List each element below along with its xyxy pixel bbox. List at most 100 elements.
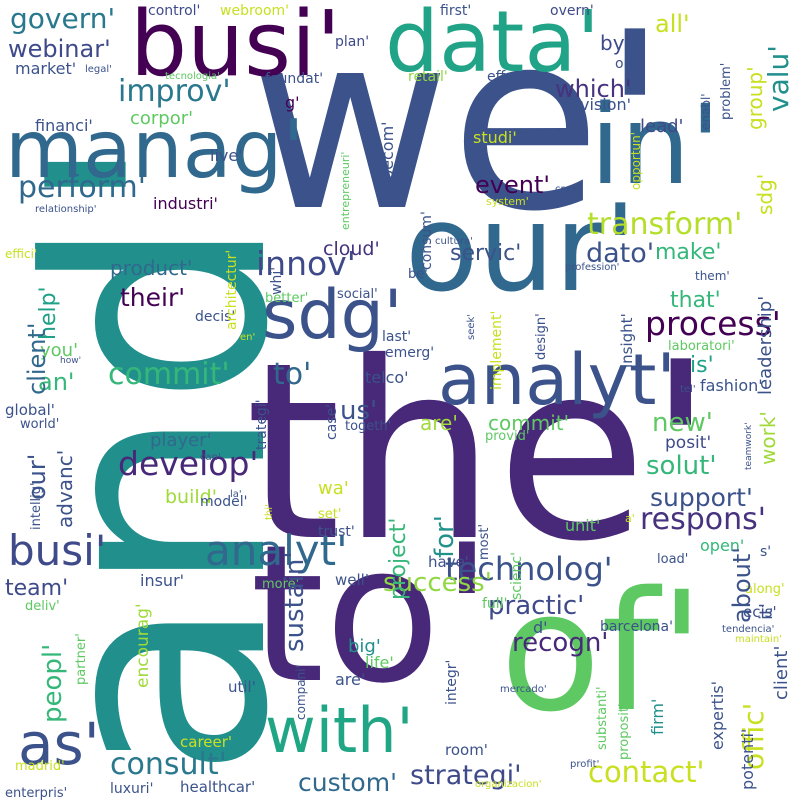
- word-133: leadership': [755, 295, 776, 395]
- word-109: barcelona': [600, 619, 673, 635]
- word-72: plan': [335, 34, 370, 50]
- word-146: whi': [269, 266, 285, 295]
- word-52: is': [690, 353, 714, 378]
- word-7: busi': [130, 0, 341, 97]
- word-12: with': [265, 694, 414, 767]
- word-170: how': [60, 356, 82, 366]
- word-125: sustain': [280, 551, 310, 652]
- word-107: along': [745, 582, 785, 597]
- word-91: fashion': [700, 376, 763, 395]
- word-97: provid': [485, 429, 530, 444]
- word-27: webinar': [8, 35, 111, 63]
- word-134: sdg': [753, 173, 777, 215]
- word-119: enterpris': [5, 786, 68, 800]
- word-129: advanc': [53, 449, 77, 528]
- word-4: of': [500, 556, 705, 748]
- word-5: our': [405, 180, 637, 319]
- word-152: proposit': [617, 703, 632, 760]
- word-34: recogn': [512, 628, 609, 658]
- word-76: overn': [550, 3, 594, 19]
- word-19: to': [273, 357, 312, 392]
- word-41: product': [110, 256, 193, 280]
- word-159: creat': [555, 184, 584, 195]
- word-115: room': [445, 741, 488, 759]
- word-142: becom': [378, 121, 397, 180]
- word-48: cloud': [323, 238, 380, 260]
- word-118: luxuri': [110, 781, 154, 797]
- word-86: be': [408, 267, 428, 282]
- word-96: togeth': [345, 419, 392, 434]
- word-47: an': [38, 368, 75, 396]
- word-138: client': [771, 645, 792, 700]
- word-95: trust': [318, 524, 355, 540]
- word-153: most': [477, 523, 492, 560]
- word-126: project': [386, 517, 411, 600]
- word-62: market': [15, 59, 77, 78]
- word-3: to': [250, 504, 493, 725]
- word-120: madrid': [15, 759, 65, 774]
- word-174: can': [200, 452, 221, 463]
- word-14: busi': [8, 526, 107, 575]
- word-22: innov': [256, 244, 356, 283]
- word-123: encourag': [133, 603, 153, 688]
- word-143: case': [324, 403, 340, 440]
- word-114: career': [180, 733, 233, 751]
- word-16: technolog': [445, 550, 613, 588]
- word-161: entrepreneuri': [339, 151, 352, 230]
- word-179: mercado': [500, 684, 547, 695]
- word-33: practic': [488, 591, 585, 621]
- word-60: lead': [640, 116, 684, 137]
- word-124: peopl': [38, 643, 68, 723]
- word-116: firm': [648, 698, 667, 735]
- word-24: perform': [18, 170, 147, 205]
- word-113: util': [228, 678, 256, 696]
- word-158: opportun': [629, 131, 643, 190]
- word-38: dato': [586, 238, 655, 269]
- word-154: d': [533, 618, 548, 637]
- word-83: decis': [195, 309, 236, 325]
- word-35: solut': [646, 451, 717, 481]
- word-149: integr': [444, 659, 460, 705]
- word-13: as': [18, 710, 100, 778]
- word-162: relationship': [35, 204, 97, 215]
- word-21: respons': [640, 502, 767, 537]
- word-164: legal': [85, 64, 112, 75]
- word-80: global': [5, 401, 55, 419]
- word-2: the': [245, 310, 715, 595]
- word-45: new': [652, 408, 713, 438]
- word-25: improv': [118, 74, 231, 109]
- word-180: profit': [570, 759, 600, 770]
- word-173: teamwork': [744, 422, 754, 470]
- word-28: consult': [110, 747, 227, 782]
- word-1: we': [250, 0, 669, 265]
- word-75: first': [440, 3, 472, 19]
- word-166: cultura': [435, 236, 473, 247]
- word-18: commit': [108, 357, 230, 392]
- word-15: analyt': [205, 526, 348, 575]
- word-111: life': [365, 653, 394, 672]
- word-50: all': [655, 10, 690, 38]
- word-87: last': [382, 329, 412, 345]
- word-49: team': [5, 576, 69, 601]
- word-145: architectur': [224, 249, 240, 330]
- word-8: data': [385, 0, 600, 92]
- word-130: about': [728, 547, 756, 623]
- word-9: manag': [5, 103, 305, 196]
- word-102: insur': [140, 571, 185, 590]
- word-11: analyt': [438, 339, 676, 421]
- word-56: player': [150, 430, 212, 451]
- word-169: seek': [466, 313, 477, 340]
- word-92: insight': [618, 313, 636, 368]
- word-176: thi': [264, 504, 275, 520]
- word-64: live': [210, 146, 243, 165]
- word-167: profession': [565, 262, 620, 273]
- word-178: tendencia': [722, 624, 775, 635]
- word-67: vision': [580, 95, 632, 114]
- word-127: our': [23, 453, 51, 500]
- word-98: unit': [565, 516, 601, 535]
- word-100: have': [428, 553, 469, 571]
- word-26: govern': [10, 2, 116, 35]
- word-65: industri': [153, 194, 218, 213]
- word-73: control': [148, 3, 201, 19]
- word-46: us': [340, 396, 378, 426]
